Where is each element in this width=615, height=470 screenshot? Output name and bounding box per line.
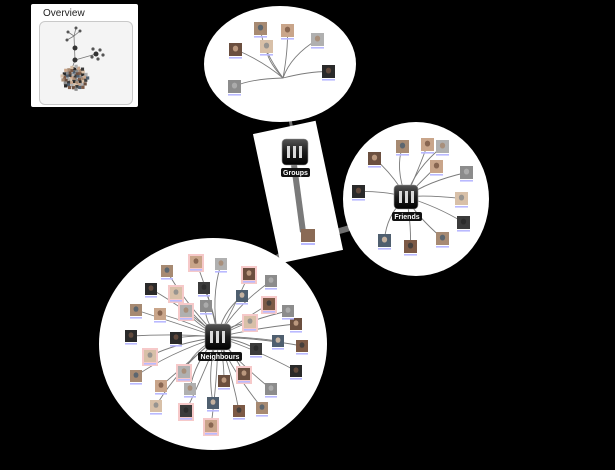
profile-photo[interactable] [207,397,219,412]
neighbours-hub-glyph [210,331,225,343]
profile-photo[interactable] [272,335,284,350]
profile-photo[interactable] [457,216,470,232]
groups-cluster-nodes [228,22,335,96]
profile-photo[interactable] [236,290,248,305]
neighbours-hub-label: Neighbours [201,354,240,361]
profile-photo[interactable] [311,33,324,49]
profile-photo[interactable] [241,266,257,284]
profile-photo[interactable] [145,283,157,298]
profile-photo[interactable] [296,340,308,355]
profile-photo[interactable] [233,405,245,420]
profile-photo[interactable] [236,366,252,384]
profile-photo[interactable] [161,265,173,280]
groups-cluster-bubble [204,6,356,122]
profile-photo[interactable] [436,232,449,248]
profile-photo[interactable] [265,383,277,398]
profile-photo[interactable] [290,365,302,380]
profile-photo[interactable] [142,348,158,366]
profile-photo[interactable] [455,192,468,208]
profile-photo[interactable] [404,240,417,256]
profile-photo[interactable] [200,300,212,315]
profile-photo[interactable] [178,403,194,421]
profile-photo[interactable] [322,65,335,81]
profile-photo[interactable] [218,375,230,390]
profile-photo[interactable] [184,383,196,398]
profile-photo[interactable] [228,80,241,96]
profile-photo[interactable] [396,140,409,156]
profile-photo[interactable] [168,285,184,303]
profile-photo[interactable] [290,318,302,333]
friends-cluster-nodes [352,138,473,256]
profile-photo[interactable] [254,22,267,38]
profile-photo[interactable] [430,160,443,176]
profile-photo[interactable] [215,258,227,273]
profile-photo[interactable] [261,296,277,314]
profile-photo[interactable] [170,332,182,347]
overview-minimap[interactable] [39,21,133,105]
overview-panel[interactable]: Overview [31,4,138,107]
neighbours-cluster-nodes [125,254,308,436]
profile-photo[interactable] [256,402,268,417]
groups-hub-label: Groups [283,170,308,177]
profile-photo[interactable] [154,308,166,323]
profile-photo[interactable] [378,234,391,250]
profile-photo[interactable] [242,314,258,332]
profile-photo[interactable] [130,370,142,385]
groups-member-photo[interactable] [301,229,315,242]
profile-photo[interactable] [150,400,162,415]
profile-photo[interactable] [125,330,137,345]
friends-hub-glyph [399,191,414,203]
profile-photo[interactable] [250,343,262,358]
profile-photo[interactable] [368,152,381,168]
profile-photo[interactable] [281,24,294,40]
profile-photo[interactable] [178,303,194,321]
profile-photo[interactable] [229,43,242,59]
profile-photo[interactable] [421,138,434,154]
groups-hub-glyph [287,146,302,158]
groups-panel[interactable]: Groups [252,120,344,264]
profile-photo[interactable] [265,275,277,290]
profile-photo[interactable] [436,140,449,156]
overview-minimap-graphic [60,26,105,91]
neighbours-hub[interactable]: Neighbours [198,323,242,361]
profile-photo[interactable] [176,364,192,382]
profile-photo[interactable] [460,166,473,182]
profile-photo[interactable] [155,380,167,395]
profile-photo[interactable] [188,254,204,272]
friends-hub[interactable]: Friends [392,184,422,221]
friends-hub-label: Friends [394,214,419,221]
profile-photo[interactable] [282,305,294,320]
profile-photo[interactable] [198,282,210,297]
profile-photo[interactable] [352,185,365,201]
profile-photo[interactable] [260,40,273,56]
profile-photo[interactable] [203,418,219,436]
overview-title: Overview [43,8,85,19]
profile-photo[interactable] [130,304,142,319]
